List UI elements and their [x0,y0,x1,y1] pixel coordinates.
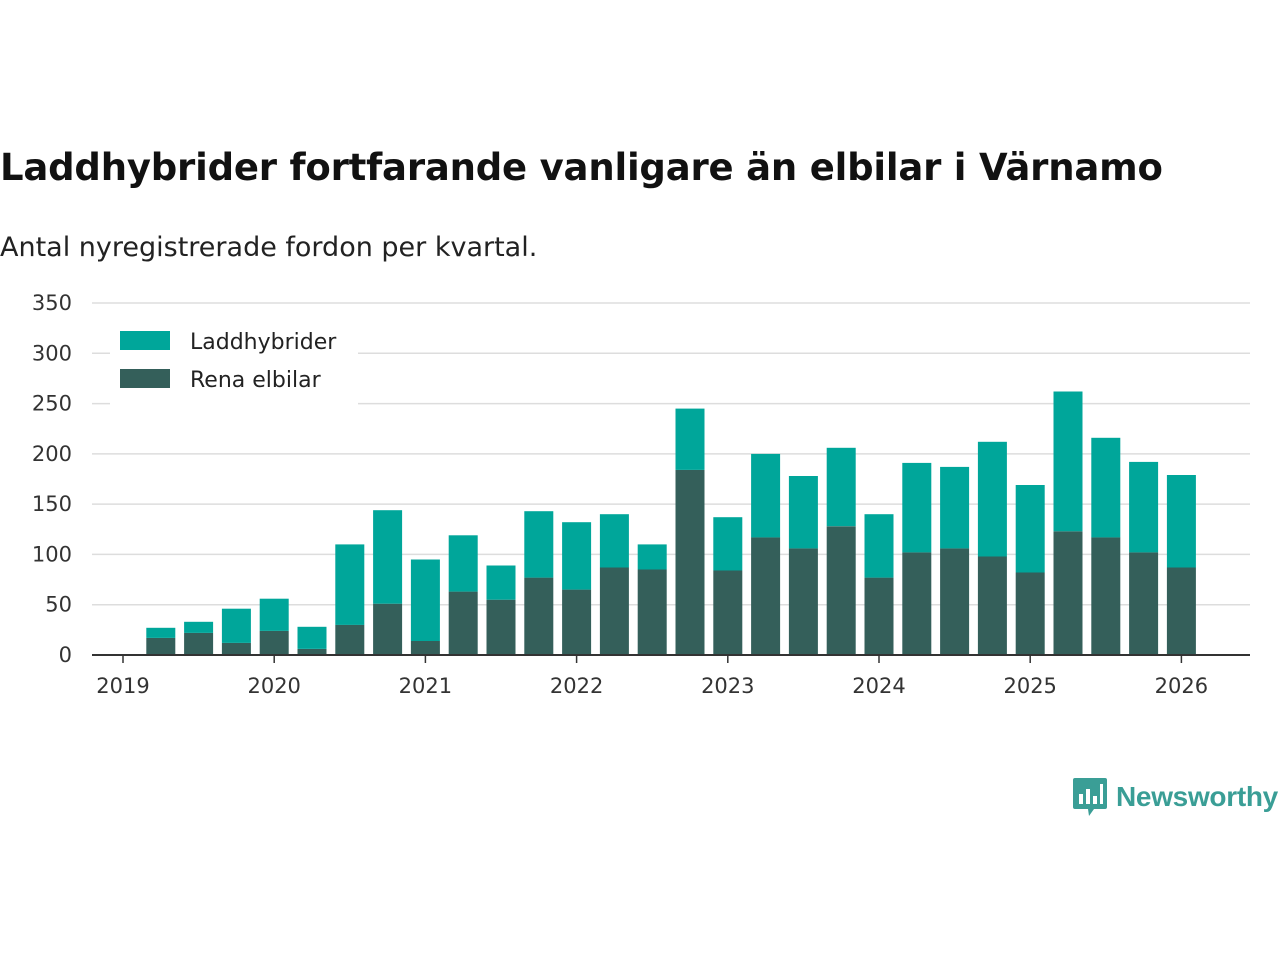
y-axis-ticks: 0 50 100 150 200 250 300 350 [32,291,72,667]
bar-laddhybrider [713,517,743,571]
y-tick-label: 350 [32,291,72,315]
x-tick-label: 2019 [96,674,149,698]
bar-laddhybrider [1129,461,1159,553]
bar-rena-elbilar [184,632,214,655]
bar-rena-elbilar [146,637,176,655]
bar-rena-elbilar [373,603,403,655]
x-tick-label: 2023 [701,674,754,698]
chart-title: Laddhybrider fortfarande vanligare än el… [0,146,1163,189]
bar-rena-elbilar [1166,567,1196,655]
x-tick-label: 2020 [247,674,300,698]
legend: Laddhybrider Rena elbilar [110,322,358,406]
bar-rena-elbilar [751,537,781,655]
bar-laddhybrider [940,466,970,549]
bar-rena-elbilar [902,552,932,655]
x-tick-label: 2025 [1003,674,1056,698]
y-tick-label: 150 [32,492,72,516]
bar-rena-elbilar [977,556,1007,655]
bar-laddhybrider [599,514,629,568]
bar-rena-elbilar [562,589,592,655]
y-tick-label: 200 [32,442,72,466]
bar-laddhybrider [788,476,818,549]
bar-rena-elbilar [1091,537,1121,655]
chart-subtitle: Antal nyregistrerade fordon per kvartal. [0,232,538,263]
bar-laddhybrider [1053,391,1083,532]
y-tick-label: 250 [32,392,72,416]
bar-laddhybrider [410,559,440,641]
bar-rena-elbilar [788,548,818,655]
x-tick-label: 2022 [550,674,603,698]
bar-rena-elbilar [297,649,327,655]
bar-laddhybrider [1166,475,1196,568]
y-tick-label: 0 [59,643,72,667]
bar-rena-elbilar [410,640,440,655]
bar-laddhybrider [221,608,251,643]
bar-chart-logo-icon [1073,778,1107,816]
bar-laddhybrider [1015,485,1045,573]
bar-laddhybrider [637,544,667,570]
bar-laddhybrider [146,627,176,638]
bar-laddhybrider [259,598,289,631]
bar-rena-elbilar [1015,572,1045,655]
x-tick-label: 2021 [399,674,452,698]
bar-rena-elbilar [524,577,554,655]
y-tick-label: 50 [45,593,72,617]
legend-label-rena-elbilar: Rena elbilar [190,368,322,393]
bar-laddhybrider [826,447,856,527]
legend-swatch-rena-elbilar [120,369,170,388]
bar-laddhybrider [902,462,932,553]
bar-laddhybrider [751,453,781,538]
bar-rena-elbilar [940,548,970,655]
bar-rena-elbilar [599,567,629,655]
bar-rena-elbilar [826,526,856,655]
bar-laddhybrider [562,522,592,590]
legend-swatch-laddhybrider [120,331,170,350]
y-tick-label: 100 [32,542,72,566]
bar-laddhybrider [297,626,327,649]
bar-laddhybrider [675,408,705,470]
bar-laddhybrider [448,535,478,592]
bars [146,391,1196,655]
bar-rena-elbilar [713,570,743,655]
bar-laddhybrider [184,621,214,633]
bar-laddhybrider [524,511,554,578]
x-tick-label: 2026 [1155,674,1208,698]
bar-rena-elbilar [335,624,365,655]
bar-rena-elbilar [864,577,894,655]
bar-rena-elbilar [259,630,289,655]
bar-rena-elbilar [448,591,478,655]
bar-rena-elbilar [221,642,251,655]
bar-laddhybrider [864,514,894,578]
bar-rena-elbilar [675,469,705,655]
bar-laddhybrider [373,510,403,604]
bar-laddhybrider [486,565,516,600]
bar-rena-elbilar [1053,531,1083,655]
legend-label-laddhybrider: Laddhybrider [190,330,337,355]
x-axis: 2019 2020 2021 2022 2023 2024 2025 2026 [92,654,1250,698]
bar-laddhybrider [977,441,1007,557]
bar-rena-elbilar [637,569,667,655]
bar-rena-elbilar [1129,552,1159,655]
newsworthy-logo: Newsworthy [1072,776,1278,818]
y-tick-label: 300 [32,341,72,365]
x-tick-label: 2024 [852,674,905,698]
bar-laddhybrider [335,544,365,625]
bar-rena-elbilar [486,599,516,655]
bar-laddhybrider [1091,437,1121,538]
brand-name: Newsworthy [1116,781,1278,812]
